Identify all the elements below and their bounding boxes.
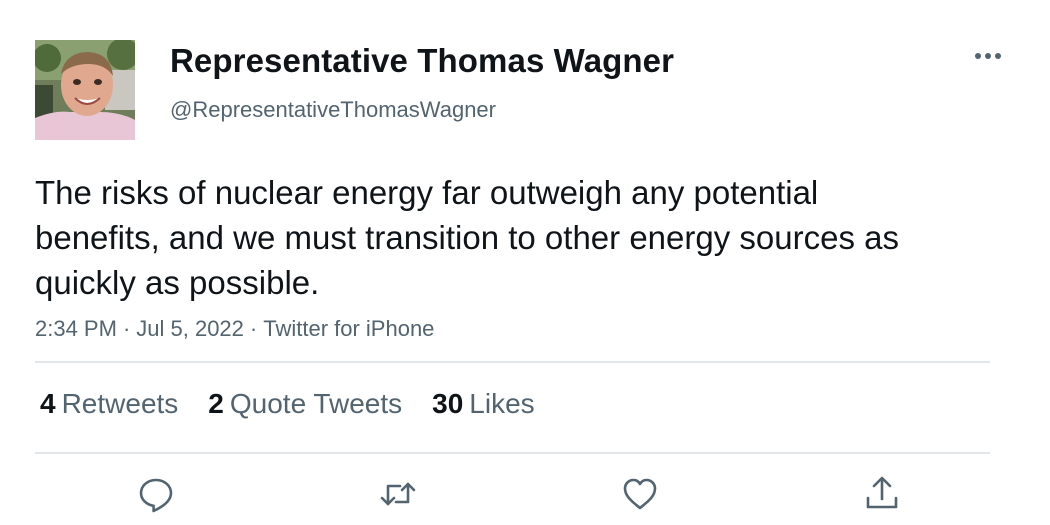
retweets-stat[interactable]: 4 Retweets [40,388,178,420]
engagement-stats: 4 Retweets 2 Quote Tweets 30 Likes [40,388,565,420]
heart-icon [623,478,657,510]
action-bar [0,474,1050,514]
tweet-date[interactable]: Jul 5, 2022 [136,316,244,341]
likes-count: 30 [432,388,464,419]
tweet-metadata: 2:34 PM · Jul 5, 2022 · Twitter for iPhone [35,316,434,342]
reply-button[interactable] [136,474,176,514]
reply-icon [139,478,173,513]
retweet-icon [380,482,416,506]
meta-separator: · [122,316,131,341]
author-display-name[interactable]: Representative Thomas Wagner [170,42,675,79]
divider [35,452,990,454]
more-options-button[interactable] [970,44,1006,68]
tweet-text: The risks of nuclear energy far outweigh… [35,174,899,301]
more-horizontal-icon [975,53,1001,59]
retweets-label: Retweets [61,388,179,419]
tweet-source[interactable]: Twitter for iPhone [263,316,435,341]
likes-label: Likes [469,388,535,419]
tweet-time[interactable]: 2:34 PM [35,316,117,341]
quote-tweets-label: Quote Tweets [229,388,403,419]
like-button[interactable] [620,474,660,514]
retweets-count: 4 [40,388,56,419]
author-handle[interactable]: @RepresentativeThomasWagner [170,97,496,122]
quote-tweets-count: 2 [208,388,224,419]
divider [35,361,990,363]
meta-separator: · [249,316,258,341]
quote-tweets-stat[interactable]: 2 Quote Tweets [208,388,402,420]
profile-photo-icon [35,40,135,140]
avatar[interactable] [35,40,135,140]
share-button[interactable] [862,474,902,514]
likes-stat[interactable]: 30 Likes [432,388,535,420]
share-icon [866,476,898,509]
retweet-button[interactable] [378,474,418,514]
